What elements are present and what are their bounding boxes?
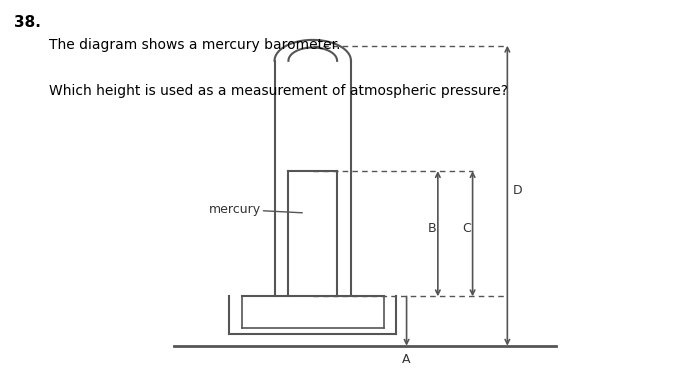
Text: C: C: [462, 222, 471, 234]
Text: A: A: [402, 353, 411, 366]
Text: 38.: 38.: [14, 15, 41, 30]
Text: The diagram shows a mercury barometer.: The diagram shows a mercury barometer.: [49, 38, 340, 52]
Text: B: B: [428, 222, 436, 234]
Text: mercury: mercury: [208, 203, 302, 216]
Text: Which height is used as a measurement of atmospheric pressure?: Which height is used as a measurement of…: [49, 84, 507, 98]
Text: D: D: [513, 184, 523, 196]
